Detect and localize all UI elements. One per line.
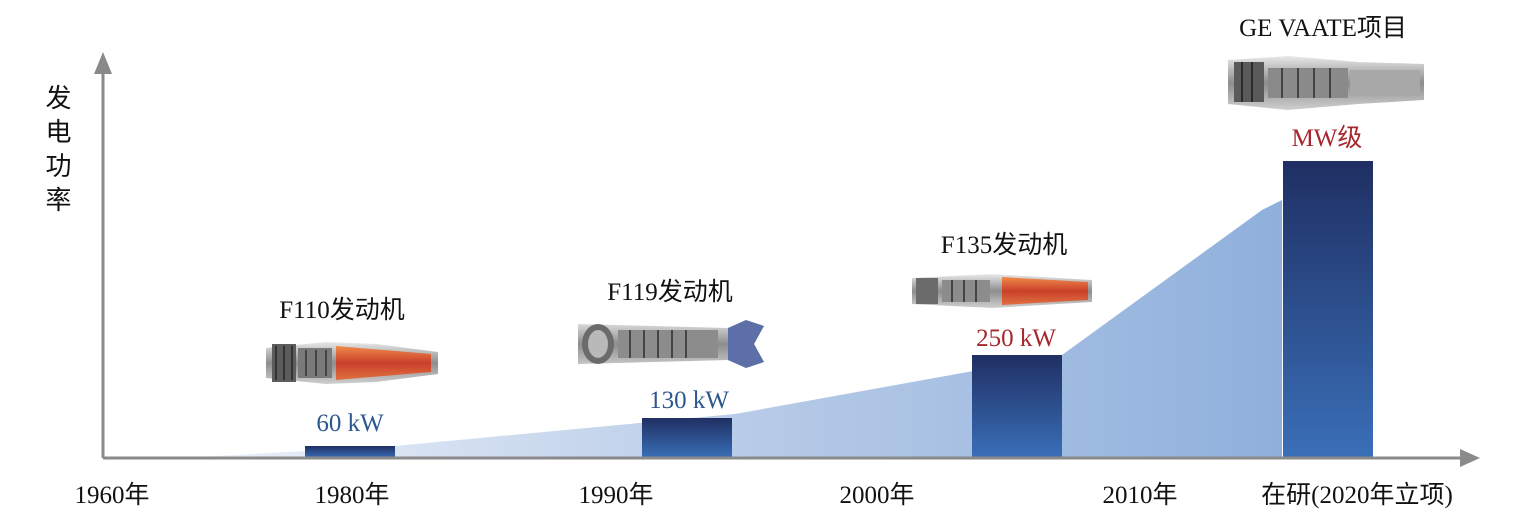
value-label-f110: 60 kW — [316, 410, 384, 437]
f110-engine-icon — [266, 342, 438, 384]
engine-name-f119: F119发动机 — [607, 278, 732, 306]
x-tick-1990: 1990年 — [578, 481, 653, 509]
x-tick-1980: 1980年 — [314, 481, 389, 509]
bar-f110 — [305, 446, 395, 458]
x-tick-labels: 1960年 1980年 1990年 2000年 2010年 在研(2020年立项… — [74, 481, 1452, 509]
f119-engine-icon — [578, 320, 764, 368]
bar-vaate — [1283, 161, 1373, 458]
x-tick-1960: 1960年 — [74, 481, 149, 509]
value-label-f119: 130 kW — [649, 387, 729, 414]
engine-name-f110: F110发动机 — [279, 296, 404, 324]
x-tick-2000: 2000年 — [839, 481, 914, 509]
value-label-f135: 250 kW — [976, 325, 1056, 352]
bar-f119 — [642, 418, 732, 458]
y-axis-arrow — [94, 52, 112, 74]
value-label-vaate: MW级 — [1292, 124, 1363, 152]
engine-name-vaate: GE VAATE项目 — [1239, 15, 1407, 42]
y-axis-label: 发电功率 — [41, 84, 71, 220]
bar-f135 — [972, 355, 1062, 458]
engine-name-f135: F135发动机 — [941, 231, 1067, 259]
vaate-engine-icon — [1228, 56, 1424, 110]
x-axis-arrow — [1460, 449, 1480, 467]
x-tick-in-development: 在研(2020年立项) — [1261, 481, 1453, 509]
x-tick-2010: 2010年 — [1102, 481, 1177, 509]
f135-engine-icon — [912, 274, 1092, 308]
